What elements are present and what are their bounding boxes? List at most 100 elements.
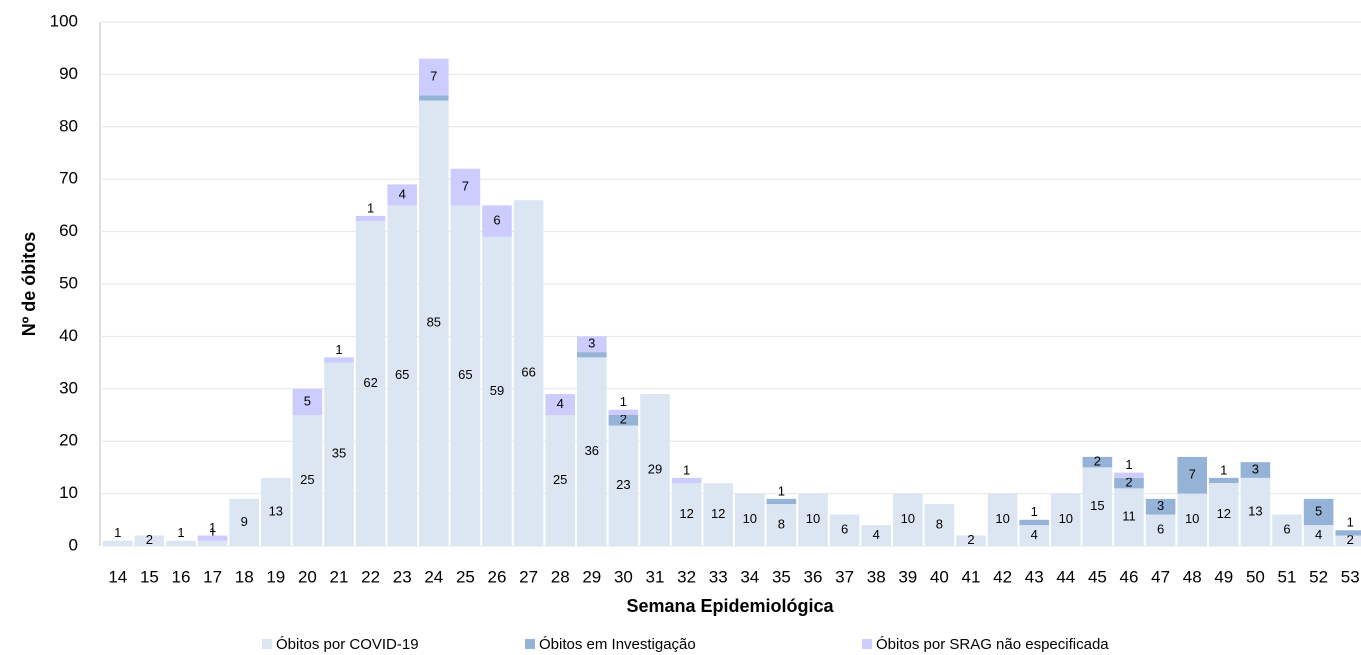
x-tick-label: 43 <box>1025 567 1044 586</box>
x-tick-label: 25 <box>456 567 475 586</box>
bar-segment <box>1240 462 1271 478</box>
value-label: 4 <box>1315 527 1322 542</box>
bar-segment <box>1082 456 1113 468</box>
bar-segment <box>103 540 133 546</box>
bar-segment <box>1177 493 1207 546</box>
y-axis-title: Nº de óbitos <box>19 232 39 337</box>
x-tick-label: 29 <box>582 567 601 586</box>
bar-segment <box>324 362 354 546</box>
value-label: 1 <box>335 342 342 357</box>
bar-segment <box>1051 493 1081 546</box>
value-label: 7 <box>462 178 469 193</box>
value-label: 1 <box>209 525 216 540</box>
value-label: 10 <box>901 511 915 526</box>
bar-segment <box>482 205 512 237</box>
bar-segment <box>1303 498 1334 526</box>
x-tick-label: 36 <box>804 567 823 586</box>
x-tick-label: 38 <box>867 567 886 586</box>
y-tick-label: 10 <box>59 483 78 502</box>
bar-segment <box>545 415 575 546</box>
bar-segment <box>577 357 607 546</box>
x-tick-label: 49 <box>1214 567 1233 586</box>
value-label: 2 <box>146 532 153 547</box>
x-tick-label: 48 <box>1183 567 1202 586</box>
bar-segment <box>1335 530 1361 536</box>
value-label: 1 <box>114 525 121 540</box>
x-tick-label: 16 <box>172 567 191 586</box>
bar-segment <box>1272 514 1302 546</box>
value-label: 2 <box>1125 475 1132 490</box>
x-tick-label: 14 <box>108 567 127 586</box>
legend-swatch <box>862 639 872 649</box>
value-label: 1 <box>1125 457 1132 472</box>
x-tick-label: 33 <box>709 567 728 586</box>
value-label: 59 <box>490 383 504 398</box>
value-label: 6 <box>841 522 848 537</box>
bar-segment <box>703 483 733 546</box>
x-tick-label: 44 <box>1056 567 1075 586</box>
bar-segment <box>956 535 986 546</box>
value-label: 10 <box>743 511 757 526</box>
x-tick-label: 37 <box>835 567 854 586</box>
x-tick-label: 18 <box>235 567 254 586</box>
bar-segment <box>355 221 386 546</box>
bar-segment <box>608 415 639 426</box>
x-tick-label: 20 <box>298 567 317 586</box>
x-tick-label: 34 <box>740 567 759 586</box>
x-tick-label: 42 <box>993 567 1012 586</box>
bar-segment <box>1019 519 1049 526</box>
bar-segment <box>987 493 1018 546</box>
value-label: 1 <box>620 394 627 409</box>
value-label: 2 <box>1347 532 1354 547</box>
bar-segment <box>766 498 797 505</box>
value-label: 5 <box>1315 503 1322 518</box>
value-label: 2 <box>1094 454 1101 469</box>
bar-segment <box>577 336 607 353</box>
x-tick-label: 45 <box>1088 567 1107 586</box>
value-label: 4 <box>399 186 406 201</box>
value-label: 1 <box>1347 515 1354 530</box>
x-tick-label: 32 <box>677 567 696 586</box>
bar-segment <box>419 95 449 101</box>
bar-segment <box>1209 477 1239 484</box>
y-tick-label: 60 <box>59 221 78 240</box>
bar-segment <box>134 535 165 546</box>
value-label: 3 <box>1157 498 1164 513</box>
bar-segment <box>355 215 386 222</box>
value-label: 13 <box>1248 503 1262 518</box>
bar-segment <box>419 58 449 96</box>
bar-segment <box>197 540 228 546</box>
x-tick-label: 31 <box>646 567 665 586</box>
value-label: 10 <box>995 511 1009 526</box>
bar-segment <box>608 409 639 415</box>
value-label: 23 <box>616 477 630 492</box>
bar-segment <box>166 540 196 546</box>
legend-label: Óbitos em Investigação <box>539 636 696 653</box>
value-label: 29 <box>648 461 662 476</box>
value-label: 25 <box>300 472 314 487</box>
value-label: 6 <box>1283 522 1290 537</box>
x-tick-label: 39 <box>898 567 917 586</box>
bar-segment <box>924 504 955 546</box>
x-tick-label: 30 <box>614 567 633 586</box>
x-tick-label: 26 <box>488 567 507 586</box>
value-label: 3 <box>1252 461 1259 476</box>
value-label: 10 <box>1185 511 1199 526</box>
bar-segment <box>482 236 512 546</box>
bar-segment <box>1114 472 1144 478</box>
value-label: 12 <box>711 506 725 521</box>
bar-segment <box>1145 514 1176 546</box>
x-tick-label: 50 <box>1246 567 1265 586</box>
x-tick-label: 17 <box>203 567 222 586</box>
y-tick-label: 90 <box>59 64 78 83</box>
bar-segment <box>1082 467 1113 546</box>
legend-label: Óbitos por COVID-19 <box>276 636 419 653</box>
bar-segment <box>545 394 575 415</box>
bar-segment <box>608 425 639 546</box>
bar-segment <box>292 415 323 546</box>
value-label: 10 <box>1059 511 1073 526</box>
bar-segment <box>197 535 228 541</box>
bar-segment <box>292 388 323 415</box>
value-label: 65 <box>395 367 409 382</box>
value-label: 12 <box>1217 506 1231 521</box>
